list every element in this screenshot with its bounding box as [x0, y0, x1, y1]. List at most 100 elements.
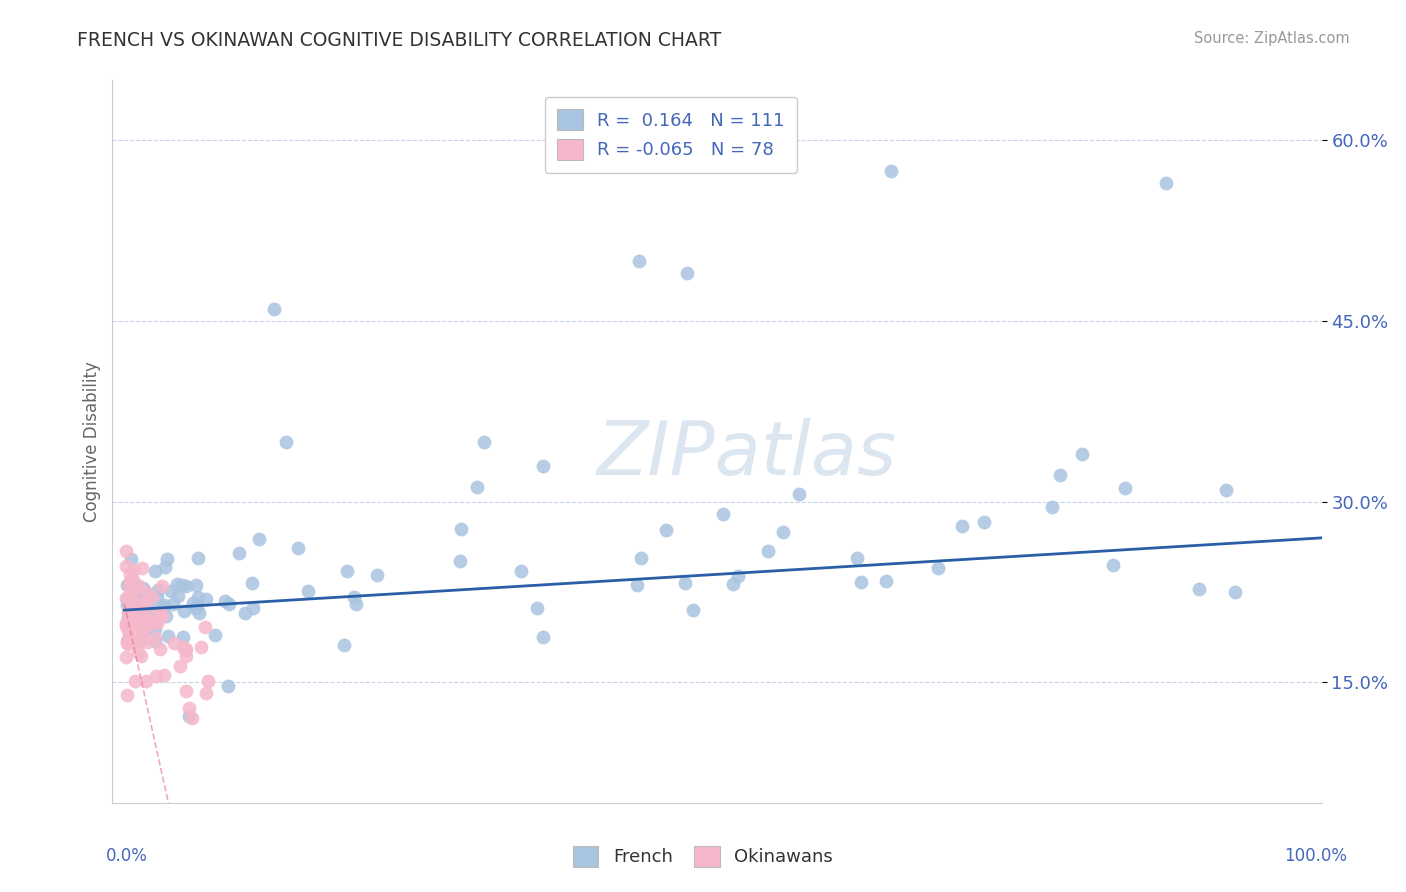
Point [143, 634, 166, 648]
Point [121, 599, 143, 613]
Point [1154, 176, 1177, 190]
Point [150, 608, 173, 623]
Point [183, 600, 205, 615]
Point [125, 597, 148, 611]
Point [118, 577, 141, 591]
Point [228, 546, 250, 560]
Point [117, 619, 139, 633]
Point [129, 613, 152, 627]
Point [129, 590, 152, 604]
Point [162, 597, 184, 611]
Point [134, 619, 156, 633]
Point [146, 590, 169, 604]
Point [1040, 500, 1063, 514]
Point [134, 599, 156, 613]
Point [132, 599, 155, 614]
Point [186, 599, 208, 614]
Point [186, 577, 208, 591]
Point [875, 574, 897, 589]
Point [173, 604, 195, 618]
Point [626, 577, 648, 591]
Point [654, 523, 676, 537]
Point [336, 564, 359, 578]
Point [172, 578, 194, 592]
Point [204, 628, 226, 642]
Point [135, 635, 157, 649]
Point [194, 592, 217, 607]
Point [174, 579, 197, 593]
Point [115, 615, 138, 630]
Point [124, 575, 146, 590]
Point [194, 620, 217, 634]
Point [187, 590, 209, 604]
Point [174, 649, 197, 664]
Point [131, 561, 153, 575]
Point [366, 568, 388, 582]
Point [136, 586, 159, 600]
Point [131, 582, 153, 596]
Point [235, 607, 257, 621]
Point [1188, 582, 1211, 597]
Point [879, 163, 901, 178]
Point [172, 640, 194, 654]
Point [472, 434, 495, 449]
Point [155, 552, 177, 566]
Text: Source: ZipAtlas.com: Source: ZipAtlas.com [1194, 31, 1350, 46]
Point [1049, 467, 1071, 482]
Point [145, 669, 167, 683]
Point [533, 458, 555, 473]
Point [118, 590, 141, 604]
Point [115, 634, 138, 648]
Point [120, 582, 142, 596]
Point [125, 613, 148, 627]
Point [124, 581, 146, 595]
Point [142, 598, 165, 612]
Point [630, 551, 652, 566]
Point [343, 591, 366, 605]
Point [127, 645, 149, 659]
Point [163, 635, 186, 649]
Point [927, 561, 949, 575]
Point [176, 642, 198, 657]
Point [149, 611, 172, 625]
Point [711, 507, 734, 521]
Point [155, 609, 177, 624]
Point [124, 634, 146, 648]
Point [157, 629, 180, 643]
Point [117, 609, 139, 624]
Point [136, 610, 159, 624]
Point [117, 604, 139, 618]
Point [172, 630, 194, 644]
Point [153, 667, 176, 681]
Legend: R =  0.164   N = 111, R = -0.065   N = 78: R = 0.164 N = 111, R = -0.065 N = 78 [544, 96, 797, 172]
Point [187, 550, 209, 565]
Point [187, 607, 209, 621]
Point [682, 603, 704, 617]
Point [114, 591, 136, 606]
Point [115, 593, 138, 607]
Point [128, 579, 150, 593]
Point [247, 532, 270, 546]
Point [146, 616, 169, 631]
Point [134, 595, 156, 609]
Point [117, 632, 139, 646]
Point [131, 632, 153, 646]
Point [132, 624, 155, 638]
Point [145, 607, 167, 621]
Point [181, 595, 204, 609]
Point [121, 588, 143, 602]
Point [177, 709, 200, 723]
Point [676, 266, 699, 280]
Point [849, 575, 872, 590]
Point [195, 685, 218, 699]
Point [218, 597, 240, 611]
Legend: French, Okinawans: French, Okinawans [565, 838, 841, 874]
Point [122, 606, 145, 620]
Y-axis label: Cognitive Disability: Cognitive Disability [83, 361, 101, 522]
Point [115, 688, 138, 702]
Point [122, 601, 145, 615]
Point [146, 582, 169, 597]
Point [115, 649, 138, 664]
Point [120, 566, 142, 581]
Point [510, 565, 533, 579]
